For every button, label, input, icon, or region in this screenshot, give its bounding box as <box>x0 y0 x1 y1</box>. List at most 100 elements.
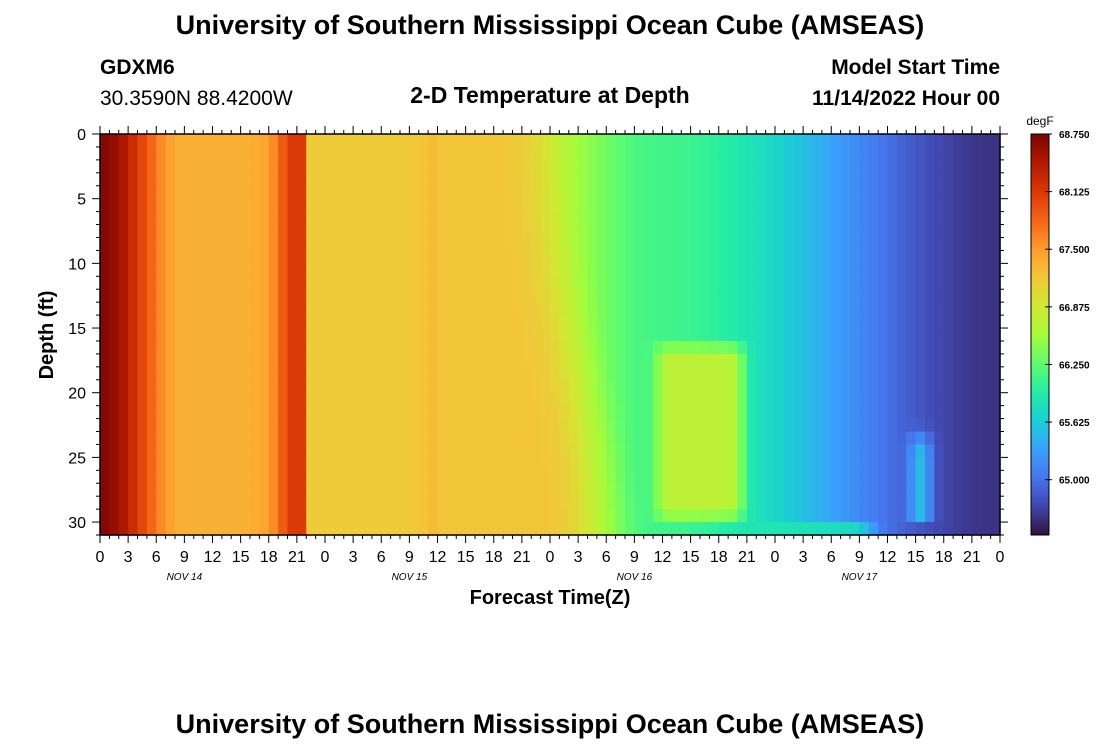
heatmap-cell <box>981 353 992 368</box>
heatmap-cell <box>671 237 682 252</box>
heatmap-cell <box>568 302 579 316</box>
x-tick-label: 15 <box>682 549 700 566</box>
heatmap-cell <box>606 289 617 303</box>
x-tick-label: 3 <box>574 549 583 566</box>
heatmap-cell <box>137 328 148 342</box>
heatmap-cell <box>128 224 139 239</box>
heatmap-cell <box>156 250 167 264</box>
heatmap-cell <box>456 379 467 394</box>
heatmap-cell <box>587 185 598 200</box>
heatmap-cell <box>728 302 739 316</box>
heatmap-cell <box>653 159 664 174</box>
heatmap-cell <box>343 405 354 420</box>
heatmap-cell <box>446 405 457 420</box>
heatmap-cell <box>184 431 195 446</box>
heatmap-cell <box>793 134 804 148</box>
heatmap-cell <box>531 134 542 148</box>
heatmap-cell <box>634 185 645 200</box>
heatmap-cell <box>146 353 157 368</box>
heatmap-cell <box>971 431 982 446</box>
heatmap-cell <box>381 366 392 381</box>
heatmap-cell <box>456 172 467 187</box>
heatmap-cell <box>193 224 204 239</box>
heatmap-cell <box>990 418 1001 433</box>
heatmap-cell <box>803 263 814 277</box>
heatmap-cell <box>203 315 214 329</box>
heatmap-cell <box>671 250 682 264</box>
heatmap-cell <box>175 250 185 264</box>
heatmap-cell <box>906 379 917 394</box>
heatmap-cell <box>531 185 542 200</box>
heatmap-cell <box>878 496 889 510</box>
heatmap-cell <box>446 237 457 252</box>
heatmap-cell <box>540 353 551 368</box>
heatmap-cell <box>203 405 214 420</box>
heatmap-cell <box>475 353 485 368</box>
heatmap-cell <box>118 146 129 161</box>
heatmap-cell <box>925 302 935 316</box>
heatmap-cell <box>231 366 242 381</box>
heatmap-cell <box>653 146 664 161</box>
heatmap-cell <box>156 366 167 381</box>
heatmap-cell <box>634 146 645 161</box>
heatmap-cell <box>371 379 382 394</box>
heatmap-cell <box>943 224 954 239</box>
heatmap-cell <box>493 172 504 187</box>
heatmap-cell <box>409 250 420 264</box>
heatmap-cell <box>756 159 767 174</box>
heatmap-cell <box>775 185 785 200</box>
heatmap-cell <box>137 276 148 290</box>
heatmap-cell <box>784 444 795 458</box>
heatmap-cell <box>296 405 307 420</box>
heatmap-cell <box>775 134 785 148</box>
heatmap-cell <box>690 315 701 329</box>
heatmap-cell <box>484 340 495 355</box>
heatmap-cell <box>240 250 251 264</box>
heatmap-cell <box>381 496 392 510</box>
heatmap-cell <box>400 522 410 536</box>
heatmap-cell <box>718 289 729 303</box>
heatmap-cell <box>821 522 832 536</box>
heatmap-cell <box>203 146 214 161</box>
heatmap-cell <box>840 328 851 342</box>
heatmap-cell <box>250 353 260 368</box>
heatmap-cell <box>840 405 851 420</box>
heatmap-cell <box>859 185 870 200</box>
heatmap-cell <box>118 509 129 523</box>
heatmap-cell <box>718 185 729 200</box>
heatmap-cell <box>381 134 392 148</box>
heatmap-cell <box>906 185 917 200</box>
heatmap-cell <box>296 185 307 200</box>
heatmap-cell <box>634 340 645 355</box>
heatmap-cell <box>193 379 204 394</box>
heatmap-cell <box>371 250 382 264</box>
heatmap-cell <box>681 431 692 446</box>
heatmap-cell <box>953 146 964 161</box>
heatmap-cell <box>784 224 795 239</box>
heatmap-cell <box>128 353 139 368</box>
heatmap-cell <box>221 198 232 213</box>
heatmap-cell <box>943 379 954 394</box>
heatmap-cell <box>390 470 401 484</box>
heatmap-cell <box>765 444 776 458</box>
heatmap-cell <box>437 328 448 342</box>
heatmap-cell <box>278 483 289 497</box>
heatmap-cell <box>681 276 692 290</box>
heatmap-cell <box>184 379 195 394</box>
heatmap-cell <box>475 198 485 213</box>
heatmap-cell <box>840 470 851 484</box>
heatmap-cell <box>381 172 392 187</box>
heatmap-cell <box>803 146 814 161</box>
heatmap-cell <box>456 263 467 277</box>
heatmap-cell <box>840 457 851 471</box>
heatmap-cell <box>484 444 495 458</box>
heatmap-cell <box>512 392 523 407</box>
heatmap-cell <box>428 470 439 484</box>
heatmap-cell <box>681 159 692 174</box>
heatmap-cell <box>981 509 992 523</box>
day-label: NOV 15 <box>392 572 428 583</box>
heatmap-cell <box>596 379 607 394</box>
heatmap-cell <box>521 159 532 174</box>
heatmap-cell <box>943 353 954 368</box>
heatmap-cell <box>493 509 504 523</box>
